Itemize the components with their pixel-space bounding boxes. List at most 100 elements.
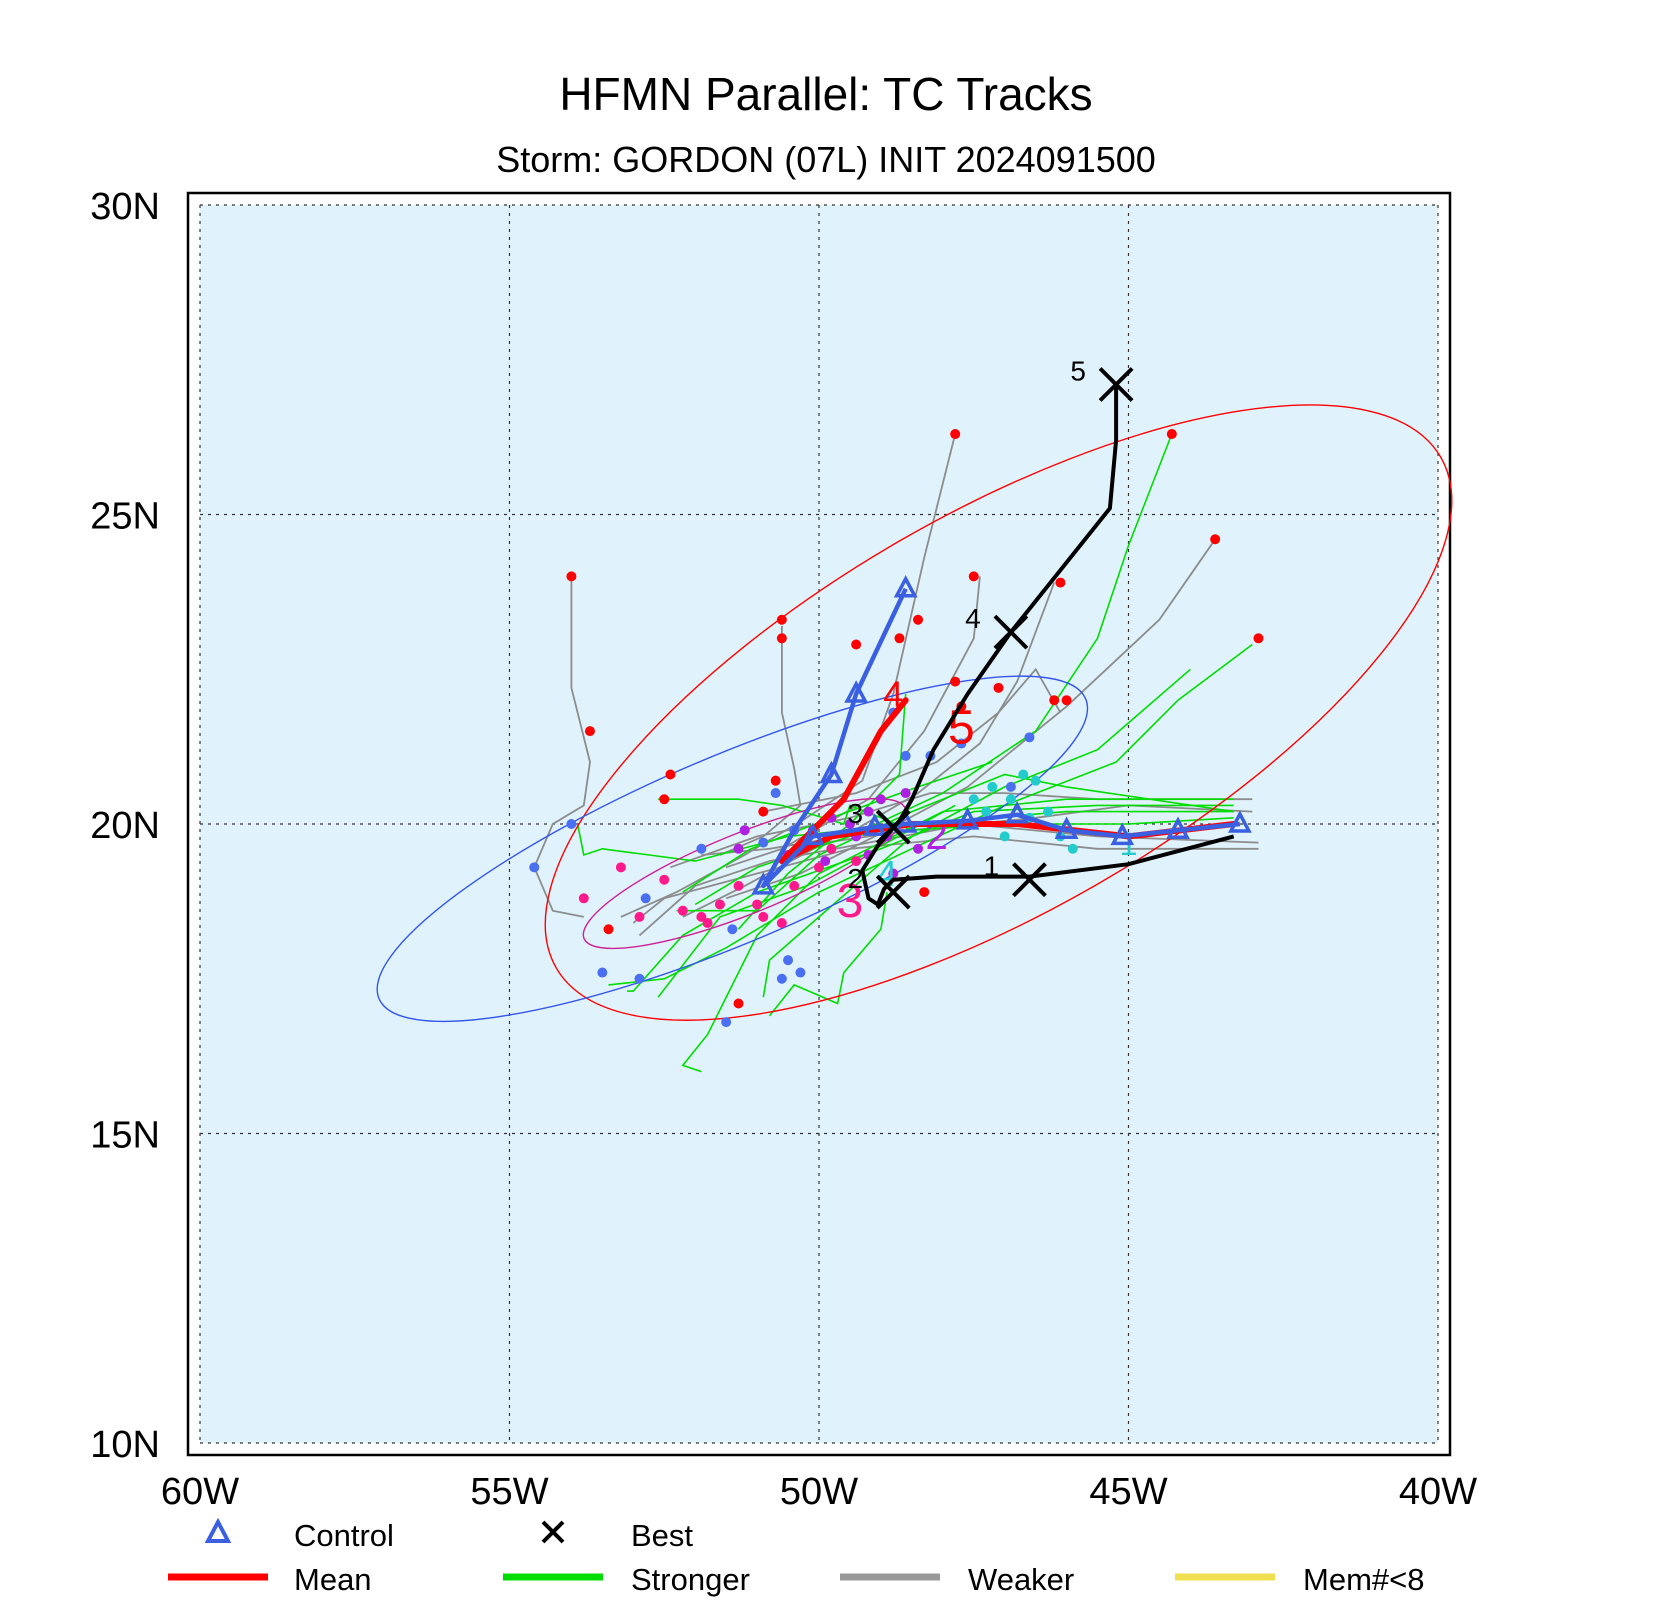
control-triangle-marker xyxy=(800,822,825,846)
member-position-dot xyxy=(566,819,577,829)
member-position-dot xyxy=(851,856,862,867)
member-position-dot xyxy=(863,806,874,817)
member-position-dot xyxy=(1055,577,1066,588)
member-position-dot xyxy=(888,868,899,879)
member-position-dot xyxy=(696,911,707,922)
x-axis-tick-labels: 60W 55W 50W 45W 40W xyxy=(161,1471,1477,1513)
stronger-member-track xyxy=(658,798,1234,832)
member-position-dot xyxy=(776,918,787,929)
x-tick-label: 45W xyxy=(1089,1471,1167,1513)
member-position-dot xyxy=(783,955,794,966)
weaker-member-track xyxy=(719,625,802,856)
control-triangle-marker xyxy=(955,807,980,830)
legend-item-best: Best xyxy=(541,1518,693,1553)
stronger-member-track xyxy=(676,773,1234,912)
member-position-dot xyxy=(659,874,670,885)
member-position-dot xyxy=(615,862,626,873)
member-position-dot xyxy=(913,614,924,625)
y-tick-label: 10N xyxy=(90,1424,160,1466)
member-position-dot xyxy=(758,806,769,817)
member-position-dot xyxy=(1005,794,1016,805)
member-position-dot xyxy=(640,893,651,904)
member-position-dot xyxy=(566,571,577,582)
member-position-dot xyxy=(1049,695,1060,706)
member-position-dot xyxy=(733,843,744,854)
member-position-dot xyxy=(875,794,886,805)
control-triangle-marker xyxy=(1228,810,1252,833)
member-position-dot xyxy=(789,880,800,891)
member-position-dot xyxy=(714,899,725,910)
member-position-dot xyxy=(597,967,608,978)
member-position-dot xyxy=(993,682,1004,693)
stronger-member-track xyxy=(768,891,888,1017)
x-tick-label: 40W xyxy=(1399,1471,1477,1513)
member-position-dot xyxy=(987,781,998,792)
member-position-dot xyxy=(733,880,744,891)
member-position-dot xyxy=(776,614,787,625)
control-triangle-marker xyxy=(1054,816,1079,839)
member-position-dot xyxy=(968,571,979,582)
member-position-dot xyxy=(578,893,589,904)
stronger-member-track xyxy=(762,668,1191,998)
member-position-dot xyxy=(1166,429,1177,440)
best-track-day-label: 5 xyxy=(1070,356,1086,387)
weaker-member-track xyxy=(725,538,1216,900)
member-position-dot xyxy=(1018,769,1029,780)
member-position-dot xyxy=(733,998,744,1009)
member-position-dot xyxy=(900,750,911,761)
weaker-member-track xyxy=(533,576,591,918)
control-triangle-marker xyxy=(1005,800,1029,824)
chart-title: HFMN Parallel: TC Tracks xyxy=(559,68,1092,120)
member-position-dot xyxy=(826,843,837,854)
member-position-dot xyxy=(1024,732,1035,743)
x-tick-label: 55W xyxy=(470,1471,548,1513)
control-triangle-marker xyxy=(819,760,844,784)
member-position-dot xyxy=(820,856,831,867)
best-track-x-marker xyxy=(993,614,1029,650)
ensemble-spread-ellipse xyxy=(544,404,1453,1021)
plot-frame xyxy=(186,191,1452,1457)
member-position-dot xyxy=(739,825,750,836)
best-track-day-label: 3 xyxy=(847,798,863,829)
forecast-day-label: 3 xyxy=(837,875,864,928)
legend-item-stronger: Stronger xyxy=(503,1562,750,1597)
member-position-dot xyxy=(634,911,645,922)
member-position-dot xyxy=(529,862,540,873)
member-position-dot xyxy=(968,794,979,805)
best-track-x-marker xyxy=(875,874,911,910)
member-position-dot xyxy=(894,633,905,644)
member-position-dot xyxy=(584,726,595,737)
y-tick-label: 20N xyxy=(90,805,160,847)
best-track-day-label: 2 xyxy=(847,863,863,894)
member-position-dot xyxy=(1210,534,1221,545)
member-position-dot xyxy=(795,967,806,978)
control-triangle-marker xyxy=(751,872,776,895)
member-position-dot xyxy=(900,788,911,799)
member-position-dot xyxy=(950,429,961,440)
best-track xyxy=(860,384,1235,907)
member-position-dot xyxy=(814,862,824,873)
x-tick-label: 50W xyxy=(780,1471,858,1513)
member-position-dot xyxy=(677,905,688,916)
member-position-dot xyxy=(1067,843,1078,854)
member-position-dot xyxy=(702,918,713,929)
legend-item-mean: Mean xyxy=(168,1562,372,1597)
member-position-dot xyxy=(956,738,967,749)
best-track-x-marker xyxy=(1098,367,1134,402)
member-position-dot xyxy=(844,819,855,829)
x-tick-label: 60W xyxy=(161,1471,239,1513)
ensemble-spread-ellipse xyxy=(376,675,1089,1023)
member-position-dot xyxy=(1253,633,1264,644)
legend-label: Weaker xyxy=(968,1562,1074,1597)
stronger-member-track xyxy=(694,433,1173,906)
member-position-dot xyxy=(981,806,992,817)
legend-item-weaker: Weaker xyxy=(840,1562,1074,1597)
forecast-day-label: 4 xyxy=(883,673,903,714)
legend-label: Stronger xyxy=(631,1562,750,1597)
member-position-dot xyxy=(752,899,763,910)
member-position-dot xyxy=(776,973,787,984)
legend-label: Control xyxy=(294,1518,394,1553)
control-triangle-marker xyxy=(862,813,887,836)
member-position-dot xyxy=(919,887,930,898)
legend-triangle-icon xyxy=(204,1517,232,1543)
